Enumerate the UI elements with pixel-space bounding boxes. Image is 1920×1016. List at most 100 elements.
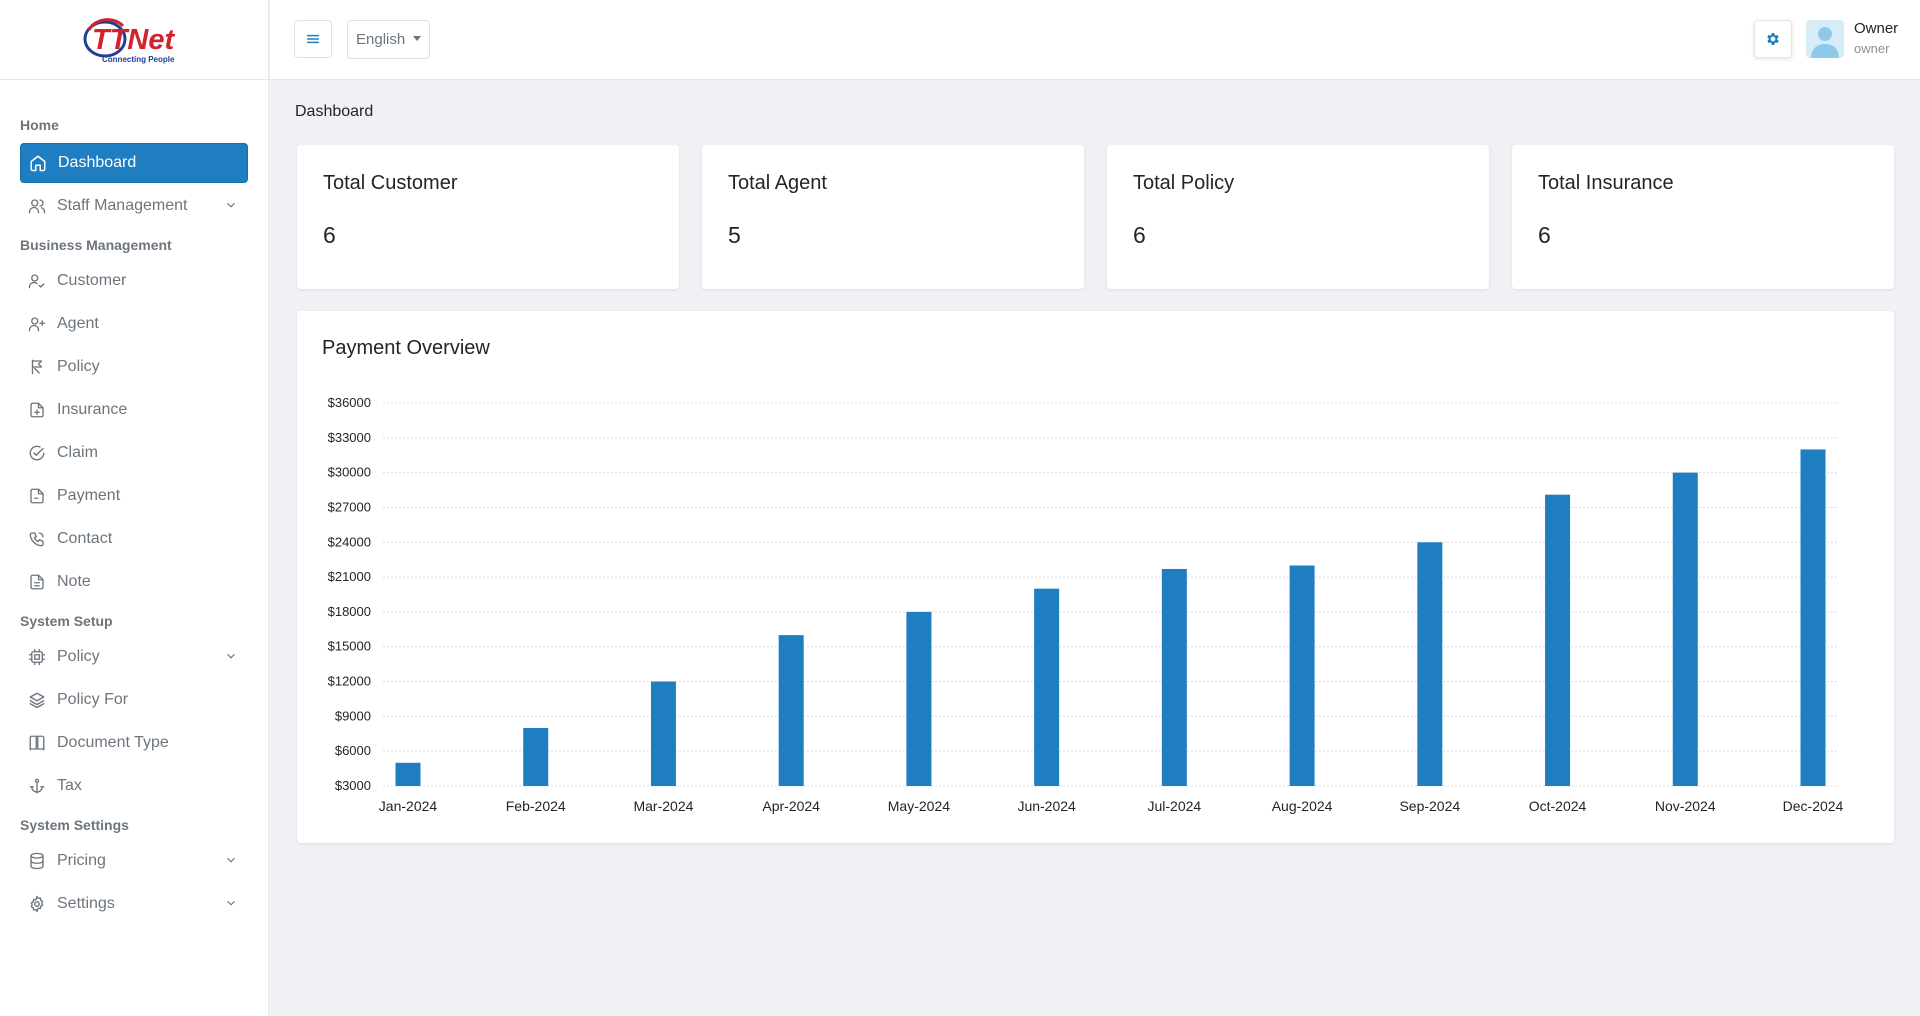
circle-check-icon: [28, 444, 46, 462]
y-tick-label: $21000: [328, 569, 371, 584]
user-name[interactable]: Owner: [1854, 20, 1899, 37]
sidebar-item-label: Tax: [57, 777, 82, 794]
stat-value: 5: [728, 222, 741, 248]
user-role: owner: [1854, 41, 1890, 56]
x-tick-label: Apr-2024: [762, 798, 820, 814]
bar-dec-2024[interactable]: [1800, 449, 1826, 786]
anchor-icon: [28, 777, 46, 795]
y-tick-label: $15000: [328, 639, 371, 654]
sidebar-item-label: Payment: [57, 487, 121, 504]
sidebar-item-policy-setup[interactable]: Policy: [20, 637, 248, 677]
stat-title: Total Policy: [1133, 172, 1235, 194]
x-tick-label: Jul-2024: [1148, 798, 1202, 814]
menu-toggle-button[interactable]: [294, 20, 332, 58]
chevron-down-icon: [227, 202, 235, 208]
avatar[interactable]: [1806, 20, 1844, 58]
user-avatar-icon: [1811, 27, 1839, 58]
y-tick-label: $9000: [335, 708, 371, 723]
pennant-icon: [28, 358, 46, 376]
bar-oct-2024[interactable]: [1545, 494, 1571, 786]
bar-jan-2024[interactable]: [395, 762, 421, 786]
layers-icon: [28, 691, 46, 709]
sidebar-item-settings[interactable]: Settings: [20, 884, 248, 924]
stat-card-total-policy: Total Policy 6: [1107, 145, 1489, 289]
x-tick-label: Jan-2024: [379, 798, 438, 814]
sidebar-item-agent[interactable]: Agent: [20, 304, 248, 344]
breadcrumb: Dashboard: [295, 103, 374, 120]
file-plus-icon: [28, 401, 46, 419]
bar-sep-2024[interactable]: [1417, 542, 1443, 786]
sidebar-item-payment[interactable]: Payment: [20, 476, 248, 516]
chart-title: Payment Overview: [322, 337, 490, 359]
bar-apr-2024[interactable]: [778, 635, 804, 786]
gear-icon: [1767, 33, 1779, 45]
language-label: English: [356, 31, 406, 48]
sidebar-item-dashboard[interactable]: Dashboard: [20, 143, 248, 183]
y-tick-label: $6000: [335, 743, 371, 758]
sidebar-item-label: Policy: [57, 648, 100, 665]
logo-tagline: Connecting People: [102, 55, 175, 64]
sidebar-item-label: Settings: [57, 895, 115, 912]
sidebar-item-claim[interactable]: Claim: [20, 433, 248, 473]
x-tick-label: Mar-2024: [633, 798, 693, 814]
sidebar-item-label: Dashboard: [58, 154, 137, 171]
x-tick-label: Sep-2024: [1399, 798, 1460, 814]
stat-title: Total Agent: [728, 172, 827, 194]
sidebar-nav: Home Dashboard Staff Management Business…: [0, 80, 268, 924]
sidebar-item-policy-for[interactable]: Policy For: [20, 680, 248, 720]
sidebar-item-tax[interactable]: Tax: [20, 766, 248, 806]
logo-area[interactable]: TTNet Connecting People: [0, 0, 268, 80]
book-icon: [28, 734, 46, 752]
sidebar-item-label: Claim: [57, 444, 98, 461]
sidebar-item-label: Contact: [57, 530, 113, 547]
bar-aug-2024[interactable]: [1289, 565, 1315, 786]
phone-icon: [28, 530, 46, 548]
sidebar-item-label: Policy For: [57, 691, 129, 708]
x-tick-label: Dec-2024: [1783, 798, 1844, 814]
payment-overview-card: Payment Overview $3000 $6000 $9000 $12000 $1…: [297, 311, 1894, 843]
chevron-down-icon: [227, 900, 235, 906]
y-tick-label: $27000: [328, 499, 371, 514]
bar-may-2024[interactable]: [906, 611, 932, 786]
section-system-setup: System Setup: [20, 613, 113, 629]
y-tick-label: $24000: [328, 534, 371, 549]
bar-jul-2024[interactable]: [1161, 568, 1187, 786]
home-icon: [29, 154, 47, 172]
language-select[interactable]: English: [347, 20, 430, 59]
sidebar-item-staff-management[interactable]: Staff Management: [20, 186, 248, 226]
gear-icon: [28, 895, 46, 913]
stat-card-total-insurance: Total Insurance 6: [1512, 145, 1894, 289]
y-tick-label: $36000: [328, 395, 371, 410]
stat-value: 6: [323, 222, 336, 248]
section-business-management: Business Management: [20, 237, 172, 253]
x-tick-label: Nov-2024: [1655, 798, 1716, 814]
stat-value: 6: [1133, 222, 1146, 248]
sidebar-item-label: Insurance: [57, 401, 128, 418]
settings-button[interactable]: [1754, 20, 1792, 58]
users-icon: [28, 197, 46, 215]
database-icon: [28, 852, 46, 870]
section-home: Home: [20, 117, 59, 133]
x-tick-label: Aug-2024: [1272, 798, 1333, 814]
caret-down-icon: [413, 36, 421, 41]
x-tick-label: Jun-2024: [1017, 798, 1076, 814]
section-system-settings: System Settings: [20, 817, 129, 833]
sidebar-item-document-type[interactable]: Document Type: [20, 723, 248, 763]
y-tick-label: $33000: [328, 430, 371, 445]
logo-text: TTNet: [92, 24, 176, 56]
y-tick-label: $3000: [335, 778, 371, 793]
top-header: English Owner owner: [270, 0, 1920, 80]
sidebar-item-insurance[interactable]: Insurance: [20, 390, 248, 430]
sidebar-item-contact[interactable]: Contact: [20, 519, 248, 559]
sidebar-item-policy[interactable]: Policy: [20, 347, 248, 387]
bar-mar-2024[interactable]: [650, 681, 676, 786]
sidebar-item-customer[interactable]: Customer: [20, 261, 248, 301]
bar-nov-2024[interactable]: [1672, 472, 1698, 786]
file-text-icon: [28, 573, 46, 591]
sidebar-item-note[interactable]: Note: [20, 562, 248, 602]
cpu-icon: [28, 648, 46, 666]
sidebar-item-pricing[interactable]: Pricing: [20, 841, 248, 881]
bar-feb-2024[interactable]: [523, 727, 549, 786]
bar-jun-2024[interactable]: [1034, 588, 1060, 786]
sidebar-item-label: Customer: [57, 272, 127, 289]
